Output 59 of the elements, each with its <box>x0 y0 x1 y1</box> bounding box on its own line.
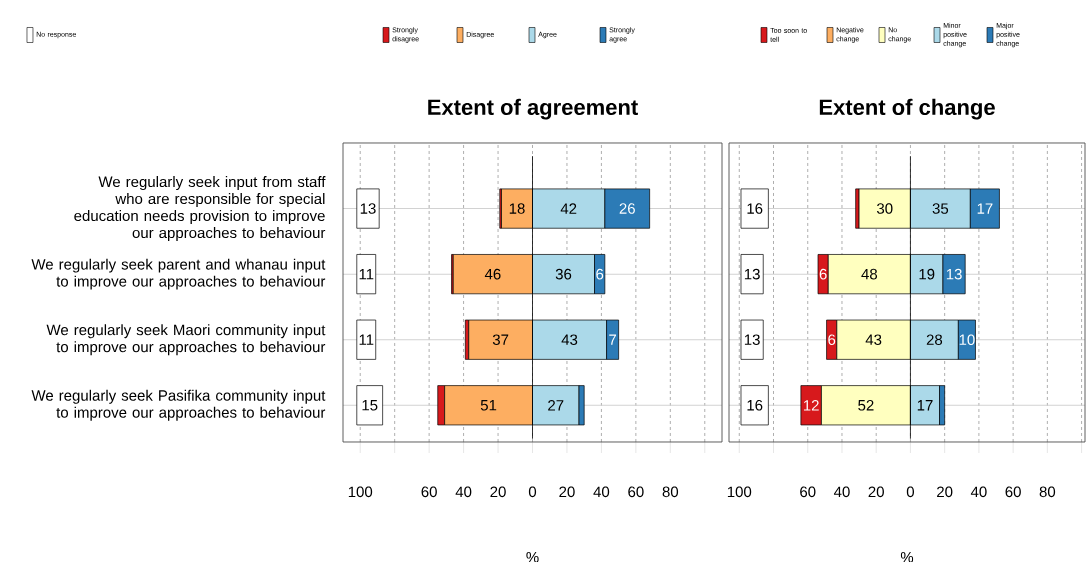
y-tick-label: We regularly seek Pasifika community input to improve our approaches to behaviour <box>31 389 326 421</box>
y-tick-label: We regularly seek Maori community input to improve our approaches to behaviour <box>46 324 326 356</box>
data-label: 10 <box>959 334 975 346</box>
data-label: 6 <box>596 268 604 280</box>
x-tick-label: 100 <box>727 486 752 498</box>
data-label: 43 <box>865 334 882 346</box>
x-tick-label: 60 <box>421 486 437 498</box>
data-label: 28 <box>926 334 943 346</box>
x-tick-label: 0 <box>528 486 537 498</box>
data-label: 6 <box>819 268 827 280</box>
data-label: 27 <box>548 400 564 411</box>
x-tick-label: 0 <box>906 486 915 498</box>
data-label: 7 <box>609 334 617 345</box>
data-label: 42 <box>560 203 577 214</box>
x-axis-title: % <box>526 552 539 562</box>
x-tick-label: 100 <box>348 486 373 498</box>
x-tick-label: 60 <box>1005 486 1021 498</box>
chart-title: Extent of change <box>819 98 995 120</box>
data-label: 17 <box>917 400 933 411</box>
x-tick-label: 60 <box>628 486 644 498</box>
data-label: 30 <box>876 203 893 214</box>
data-label: 11 <box>359 268 374 280</box>
data-label: 51 <box>480 400 497 411</box>
data-label: 35 <box>932 203 949 214</box>
x-tick-label: 40 <box>593 486 610 498</box>
chart-title: Extent of agreement <box>428 98 638 120</box>
data-label: 13 <box>744 268 760 280</box>
y-tick-label: We regularly seek input from staff who are responsible for special education needs provision to improve our approaches to behaviour <box>74 176 326 242</box>
data-label: 17 <box>977 203 993 214</box>
data-label: 43 <box>561 334 578 346</box>
x-tick-label: 60 <box>800 486 816 498</box>
data-label: 16 <box>747 203 763 214</box>
data-label: 12 <box>803 400 819 411</box>
x-tick-label: 20 <box>559 486 575 498</box>
x-tick-label: 20 <box>868 486 884 498</box>
data-label: 11 <box>359 334 374 345</box>
x-tick-label: 80 <box>662 486 679 498</box>
data-label: 16 <box>747 399 763 411</box>
data-label: 13 <box>744 334 760 346</box>
x-tick-label: 80 <box>1039 486 1056 498</box>
x-tick-label: 40 <box>455 486 472 498</box>
x-tick-label: 40 <box>833 486 850 498</box>
data-label: 52 <box>858 399 874 411</box>
data-label: 18 <box>509 203 525 214</box>
x-axis-title: % <box>900 552 914 562</box>
data-label: 48 <box>861 268 878 280</box>
x-tick-label: 20 <box>490 486 506 498</box>
x-tick-label: 40 <box>970 486 987 498</box>
y-tick-label: We regularly seek parent and whanau input to improve our approaches to behaviour <box>31 258 326 290</box>
data-label: 46 <box>484 268 501 280</box>
data-label: 13 <box>946 268 962 280</box>
data-label: 15 <box>362 400 378 411</box>
data-label: 19 <box>919 268 935 280</box>
x-tick-label: 20 <box>937 486 953 498</box>
data-label: 6 <box>828 334 836 346</box>
data-label: 36 <box>555 268 572 280</box>
data-label: 26 <box>619 203 635 214</box>
data-label: 37 <box>492 334 509 346</box>
data-label: 13 <box>360 203 376 214</box>
